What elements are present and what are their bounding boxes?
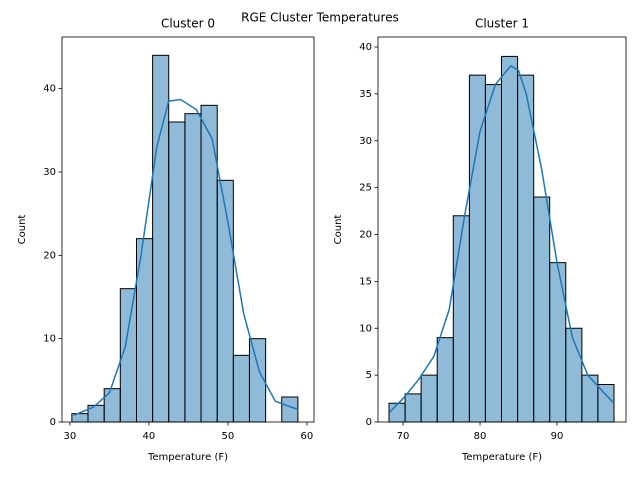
bar bbox=[581, 374, 599, 423]
bar bbox=[388, 402, 406, 423]
x-axis-label: Temperature (F) bbox=[461, 452, 542, 463]
y-axis-label: Count bbox=[333, 215, 344, 245]
bar bbox=[597, 384, 615, 423]
y-tick-label: 40 bbox=[359, 42, 372, 53]
y-tick-label: 10 bbox=[359, 323, 372, 334]
bar bbox=[549, 262, 567, 423]
x-tick-label: 40 bbox=[143, 431, 156, 442]
y-axis-label: Count bbox=[17, 215, 28, 245]
bar bbox=[468, 74, 486, 423]
bar bbox=[500, 55, 519, 423]
x-tick-label: 50 bbox=[222, 431, 235, 442]
plot-frame bbox=[377, 36, 627, 423]
figure-title: RGE Cluster Temperatures bbox=[241, 11, 399, 25]
plot-frame bbox=[61, 36, 315, 423]
bar bbox=[452, 215, 470, 423]
bar bbox=[484, 84, 502, 423]
y-tick-label: 0 bbox=[366, 417, 372, 428]
x-tick-label: 60 bbox=[301, 431, 314, 442]
bar bbox=[184, 113, 202, 423]
subplot-title: Cluster 1 bbox=[475, 17, 529, 31]
bar bbox=[533, 196, 551, 423]
y-tick-label: 15 bbox=[359, 276, 372, 287]
kde-line bbox=[388, 64, 615, 414]
y-tick-label: 25 bbox=[359, 183, 372, 194]
subplot-title: Cluster 0 bbox=[161, 17, 215, 31]
x-tick-label: 30 bbox=[64, 431, 77, 442]
y-tick-label: 20 bbox=[359, 230, 372, 241]
y-tick-label: 10 bbox=[43, 334, 56, 345]
bar bbox=[281, 396, 299, 423]
bar bbox=[232, 354, 250, 423]
x-tick-label: 90 bbox=[551, 431, 564, 442]
bar bbox=[436, 337, 454, 423]
y-tick-label: 5 bbox=[366, 370, 372, 381]
x-tick-label: 70 bbox=[397, 431, 410, 442]
y-tick-label: 0 bbox=[50, 417, 56, 428]
y-tick-label: 30 bbox=[359, 136, 372, 147]
bar bbox=[168, 121, 186, 423]
bar bbox=[216, 179, 234, 423]
y-tick-label: 30 bbox=[43, 167, 56, 178]
x-tick-label: 80 bbox=[474, 431, 487, 442]
y-tick-label: 20 bbox=[43, 250, 56, 261]
bar bbox=[517, 74, 535, 423]
y-tick-label: 40 bbox=[43, 84, 56, 95]
bar bbox=[103, 388, 121, 423]
bar bbox=[420, 374, 438, 423]
kde-line bbox=[73, 98, 299, 417]
bar bbox=[404, 393, 422, 423]
y-tick-label: 35 bbox=[359, 89, 372, 100]
x-axis-label: Temperature (F) bbox=[147, 452, 228, 463]
